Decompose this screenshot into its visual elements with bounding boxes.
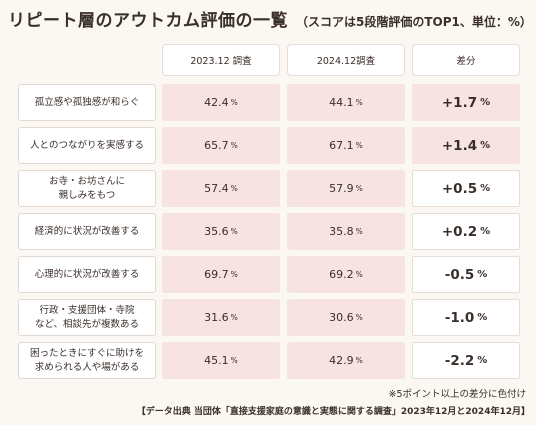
value-number: 65.7 [204, 139, 229, 152]
row-label-line: 親しみをもつ [58, 189, 116, 201]
diff-number: +0.2 [441, 223, 478, 240]
value-v2023: 69.7% [162, 256, 280, 293]
value-v2023: 45.1% [162, 342, 280, 379]
value-v2023: 42.4% [162, 84, 280, 121]
value-number: 42.9 [329, 354, 354, 367]
value-v2023: 57.4% [162, 170, 280, 207]
diff-unit: % [480, 226, 491, 237]
value-unit: % [230, 98, 238, 107]
value-unit: % [230, 356, 238, 365]
table-row: お寺・お坊さんに 親しみをもつ 57.4% 57.9% +0.5% [0, 170, 536, 207]
table-header: 2023.12 調査 2024.12調査 差分 [0, 44, 536, 76]
diff-number: +1.4 [441, 137, 478, 154]
diff-value: +1.4% [412, 127, 520, 164]
value-v2024: 69.2% [287, 256, 405, 293]
value-number: 35.6 [204, 225, 229, 238]
diff-value: -0.5% [412, 256, 520, 293]
value-unit: % [230, 270, 238, 279]
value-v2024: 44.1% [287, 84, 405, 121]
footnote: ※5ポイント以上の差分に色付け [388, 389, 526, 400]
value-v2024: 35.8% [287, 213, 405, 250]
value-unit: % [230, 184, 238, 193]
value-unit: % [355, 227, 363, 236]
row-label-line: 困ったときにすぐに助けを [29, 347, 145, 359]
value-number: 44.1 [329, 96, 354, 109]
diff-unit: % [480, 97, 491, 108]
value-v2023: 31.6% [162, 299, 280, 336]
value-v2024: 57.9% [287, 170, 405, 207]
value-v2024: 67.1% [287, 127, 405, 164]
table-row: 困ったときにすぐに助けを 求められる人や場がある 45.1% 42.9% -2.2% [0, 342, 536, 379]
table-row: 人とのつながりを実感する 65.7% 67.1% +1.4% [0, 127, 536, 164]
value-number: 57.4 [204, 182, 229, 195]
row-label-line: 行政・支援団体・寺院 [39, 304, 135, 316]
value-unit: % [230, 227, 238, 236]
value-unit: % [230, 141, 238, 150]
row-label: 心理的に状況が改善する [18, 256, 156, 293]
value-v2024: 30.6% [287, 299, 405, 336]
row-label-line: 心理的に状況が改善する [34, 268, 140, 280]
diff-unit: % [477, 355, 488, 366]
data-source: 【データ出典 当団体「直接支援家庭の意識と実態に関する調査」2023年12月と2… [136, 407, 530, 417]
row-label: 経済的に状況が改善する [18, 213, 156, 250]
row-label: 人とのつながりを実感する [18, 127, 156, 164]
diff-value: -2.2% [412, 342, 520, 379]
value-unit: % [355, 98, 363, 107]
row-label-line: 人とのつながりを実感する [30, 139, 144, 151]
value-number: 35.8 [329, 225, 354, 238]
diff-number: +0.5 [441, 180, 478, 197]
value-unit: % [355, 356, 363, 365]
row-label-line: お寺・お坊さんに [48, 175, 125, 187]
diff-unit: % [480, 183, 491, 194]
table-row: 心理的に状況が改善する 69.7% 69.2% -0.5% [0, 256, 536, 293]
diff-value: +0.5% [412, 170, 520, 207]
value-v2023: 35.6% [162, 213, 280, 250]
table-row: 行政・支援団体・寺院 など、相談先が複数ある 31.6% 30.6% -1.0% [0, 299, 536, 336]
value-number: 31.6 [204, 311, 229, 324]
page-subtitle: （スコアは5段階評価のTOP1、単位：%） [296, 15, 532, 29]
row-label-line: 求められる人や場がある [34, 361, 140, 373]
row-label-line: 孤立感や孤独感が和らぐ [34, 96, 140, 108]
page-title-row: リピート層のアウトカム評価の一覧 （スコアは5段階評価のTOP1、単位：%） [8, 6, 532, 32]
header-2024: 2024.12調査 [287, 44, 405, 76]
value-number: 42.4 [204, 96, 229, 109]
header-diff: 差分 [412, 44, 520, 76]
value-number: 57.9 [329, 182, 354, 195]
row-label-line: など、相談先が複数ある [34, 318, 140, 330]
value-number: 69.7 [204, 268, 229, 281]
diff-value: +1.7% [412, 84, 520, 121]
value-number: 67.1 [329, 139, 354, 152]
value-unit: % [355, 141, 363, 150]
diff-unit: % [477, 312, 488, 323]
diff-number: -0.5 [444, 266, 475, 283]
diff-value: -1.0% [412, 299, 520, 336]
page-title: リピート層のアウトカム評価の一覧 [8, 11, 288, 31]
diff-value: +0.2% [412, 213, 520, 250]
table-row: 経済的に状況が改善する 35.6% 35.8% +0.2% [0, 213, 536, 250]
header-2023: 2023.12 調査 [162, 44, 280, 76]
value-unit: % [355, 184, 363, 193]
value-v2023: 65.7% [162, 127, 280, 164]
row-label: お寺・お坊さんに 親しみをもつ [18, 170, 156, 207]
diff-number: +1.7 [441, 94, 478, 111]
value-v2024: 42.9% [287, 342, 405, 379]
value-unit: % [355, 270, 363, 279]
row-label: 行政・支援団体・寺院 など、相談先が複数ある [18, 299, 156, 336]
diff-unit: % [477, 269, 488, 280]
value-number: 30.6 [329, 311, 354, 324]
value-unit: % [230, 313, 238, 322]
diff-number: -2.2 [444, 352, 475, 369]
diff-unit: % [480, 140, 491, 151]
table-row: 孤立感や孤独感が和らぐ 42.4% 44.1% +1.7% [0, 84, 536, 121]
value-number: 45.1 [204, 354, 229, 367]
row-label-line: 経済的に状況が改善する [34, 225, 140, 237]
value-number: 69.2 [329, 268, 354, 281]
value-unit: % [355, 313, 363, 322]
row-label: 困ったときにすぐに助けを 求められる人や場がある [18, 342, 156, 379]
row-label: 孤立感や孤独感が和らぐ [18, 84, 156, 121]
diff-number: -1.0 [444, 309, 475, 326]
